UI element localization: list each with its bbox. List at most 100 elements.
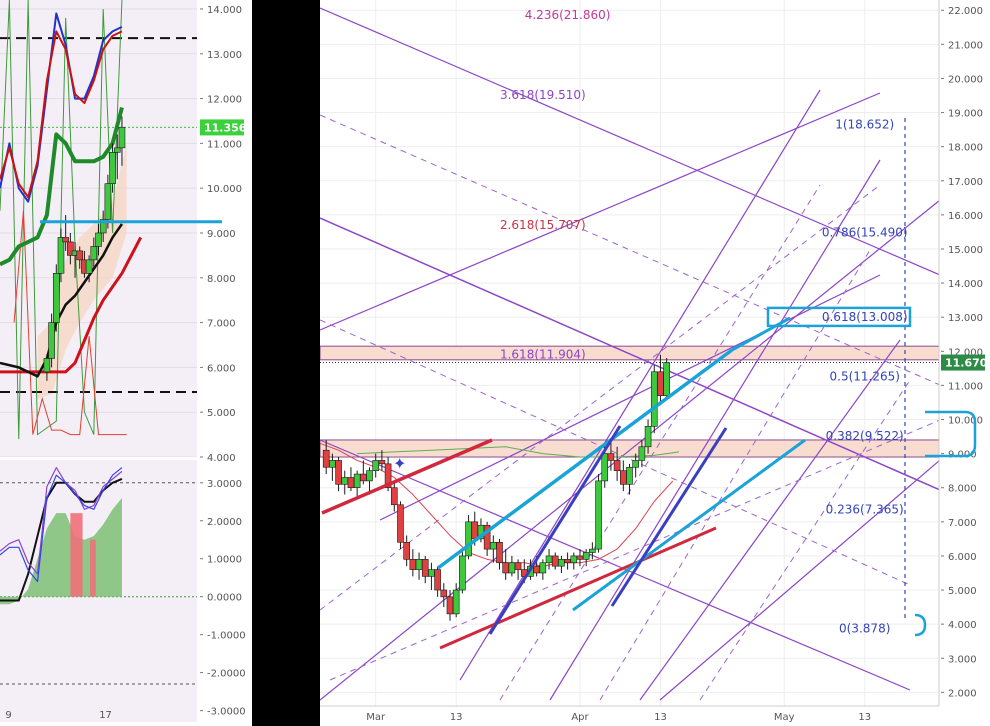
left-price-candle <box>43 358 51 373</box>
right-candle <box>620 470 627 485</box>
right-candle <box>514 562 522 570</box>
right-candle <box>582 552 590 560</box>
right-candle <box>415 559 423 570</box>
right-candle <box>329 460 336 468</box>
left-price-candle <box>99 219 107 234</box>
right-y-axis-tick-label: 16.000 <box>948 211 983 222</box>
right-candle <box>446 596 454 615</box>
left-osc-y-axis-tick-label: 1.0000 <box>207 555 242 566</box>
right-candle <box>663 362 670 396</box>
left-price-series-0 <box>0 236 143 374</box>
trendline-purple <box>379 274 881 521</box>
right-y-axis-tick-label: 17.000 <box>948 177 983 188</box>
left-osc-y-axis-tick-label: -2.0000 <box>207 669 246 680</box>
trendline-purple-dashed <box>499 184 821 701</box>
left-osc-y-axis-tick-label: -1.0000 <box>207 631 246 642</box>
left-osc-y-axis-tick-label: 3.0000 <box>207 479 242 490</box>
fib-level-label: 1.618(11.904) <box>500 348 586 362</box>
right-candle <box>644 426 652 448</box>
left-price-y-axis-tick-label: 14.000 <box>207 5 242 16</box>
right-candle <box>322 449 330 468</box>
channel-line-cyan <box>731 316 791 352</box>
trendline-purple <box>320 200 939 701</box>
left-price-thin-green <box>0 0 123 440</box>
right-y-axis-tick-label: 22.000 <box>948 6 983 17</box>
right-y-axis-tick-label: 21.000 <box>948 40 983 51</box>
right-y-axis-tick-label: 14.000 <box>948 279 983 290</box>
right-candle <box>409 559 417 570</box>
trendline-purple <box>549 159 881 701</box>
left-osc-y-axis: 3.0000 2.0000 1.0000 0.0000 -1.0000 -2.0000 -3… <box>200 479 246 718</box>
trendline-purple-dashed <box>329 419 939 681</box>
right-y-axis-tick-label: 18.000 <box>948 143 983 154</box>
right-y-axis-tick-label: 8.000 <box>948 484 977 495</box>
right-y-axis-tick-label: 11.000 <box>948 381 983 392</box>
right-candle <box>502 562 510 574</box>
right-candle <box>335 460 342 485</box>
fib-level-label: 0.382(9.522) <box>826 429 904 443</box>
left-price-panel <box>0 0 197 457</box>
trendline-purple-dashed <box>320 184 881 611</box>
left-osc-red-bar <box>90 539 96 597</box>
right-candle <box>397 504 404 543</box>
right-candle <box>390 487 398 506</box>
left-price-candle <box>109 152 116 184</box>
left-osc-red-bar <box>70 513 83 597</box>
right-candle <box>545 555 553 564</box>
left-price-y-axis-tick-label: 12.000 <box>207 95 242 106</box>
left-price-y-axis-tick-label: 6.000 <box>207 363 236 374</box>
right-y-axis-tick-label: 15.000 <box>948 245 983 256</box>
right-candle <box>384 463 392 489</box>
trendline-purple <box>320 92 881 331</box>
right-candle <box>595 480 602 550</box>
right-candle <box>353 473 361 489</box>
right-main-panel: ✦ 4.236(21.860) 3.618(19.510) 1(18.652) 2.61… <box>320 0 939 706</box>
right-candle <box>347 477 355 489</box>
right-candle <box>558 559 565 567</box>
trendline-purple <box>639 339 901 701</box>
right-candle <box>638 446 646 461</box>
trendline-purple <box>659 460 939 701</box>
trendline-purple <box>459 89 821 681</box>
right-candle <box>613 460 621 471</box>
left-price-candle <box>62 237 69 243</box>
left-price-candle <box>52 273 60 323</box>
left-price-y-axis-tick-label: 5.000 <box>207 408 236 419</box>
left-price-y-axis-tick-label: 11.000 <box>207 139 242 150</box>
left-osc-y-axis-tick-label: 2.0000 <box>207 517 242 528</box>
right-y-axis-tick-label: 3.000 <box>948 654 977 665</box>
fib-highlight-box <box>766 306 912 328</box>
right-candle <box>632 460 639 468</box>
right-candle <box>626 466 633 485</box>
right-y-axis-tick-label: 19.000 <box>948 109 983 120</box>
right-x-tick-label: May <box>774 712 795 723</box>
fib-level-label: 4.236(21.860) <box>525 8 611 22</box>
fib-level-label: 0.236(7.365) <box>826 502 904 516</box>
left-x-tick-label: 9 <box>5 710 11 721</box>
right-y-axis-tick-label: 12.000 <box>948 347 983 358</box>
right-candle <box>551 555 559 567</box>
right-candle <box>421 559 429 577</box>
left-price-y-axis-tick-label: 13.000 <box>207 50 242 61</box>
left-price-y-axis-tick-label: 10.000 <box>207 184 242 195</box>
right-y-axis-tick-label: 4.000 <box>948 620 977 631</box>
right-candle <box>589 548 596 553</box>
left-price-last-tag-text: 11.356 <box>204 121 247 134</box>
left-price-y-axis-tick-label: 8.000 <box>207 274 236 285</box>
right-candle <box>440 589 448 598</box>
trendline-purple-dashed <box>320 319 911 586</box>
right-y-axis-tick-label: 2.000 <box>948 688 977 699</box>
left-price-candle <box>118 126 126 149</box>
fib-level-label: 0(3.878) <box>839 621 890 635</box>
axis-hook-highlight <box>914 613 927 637</box>
trendline-purple-dashed <box>320 114 939 386</box>
right-x-tick-label: 13 <box>858 712 871 723</box>
right-candle <box>366 470 373 482</box>
left-price-series-1 <box>0 223 123 378</box>
star-marker-icon: ✦ <box>393 454 406 473</box>
left-osc-series-1 <box>0 466 123 575</box>
left-price-candle <box>113 147 121 153</box>
left-osc-y-axis-tick-label: 0.0000 <box>207 593 242 604</box>
trendline-purple <box>320 217 939 491</box>
